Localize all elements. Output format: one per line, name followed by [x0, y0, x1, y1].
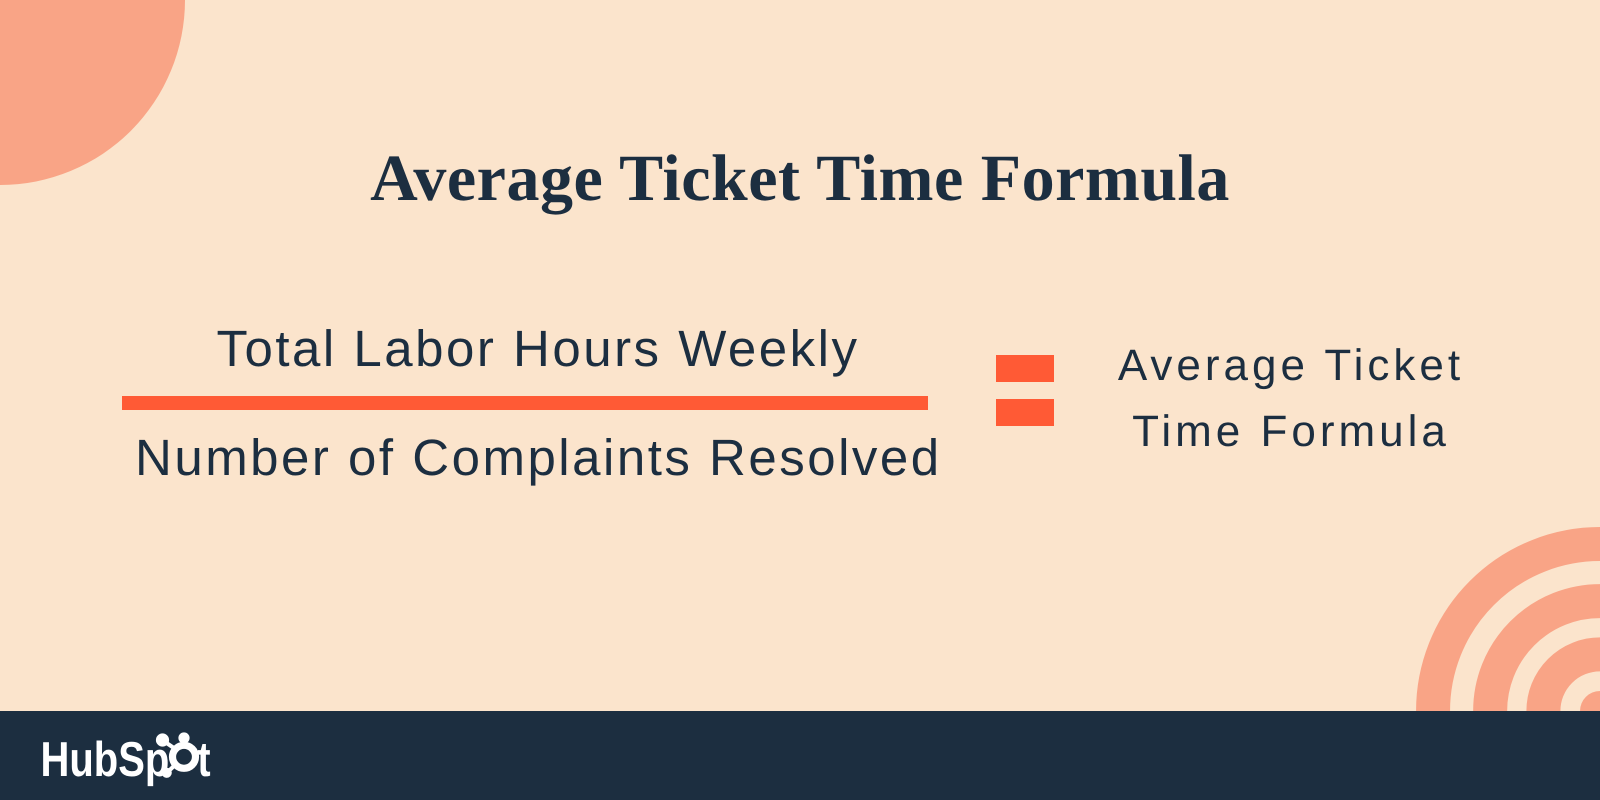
svg-text:HubSp: HubSp [41, 733, 170, 787]
svg-text:t: t [197, 733, 210, 787]
